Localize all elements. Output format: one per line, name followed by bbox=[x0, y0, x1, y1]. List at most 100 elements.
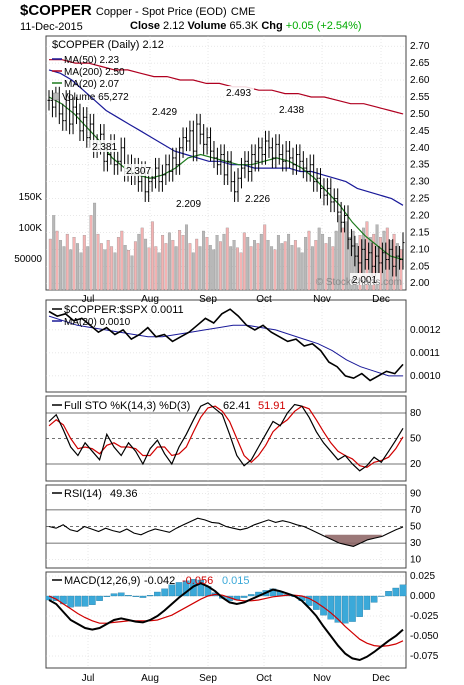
stochastic-legend-label: Full STO %K(14,3) %D(3) bbox=[64, 400, 190, 412]
month-label: Nov bbox=[313, 294, 331, 305]
volume-bar bbox=[191, 252, 195, 291]
volume-bar bbox=[334, 230, 338, 291]
volume-bar bbox=[161, 235, 165, 291]
rsi-legend-label: RSI(14) bbox=[64, 488, 102, 500]
volume-bar bbox=[96, 233, 100, 291]
stochastic-d-line bbox=[48, 405, 404, 469]
macd-histogram-bar bbox=[175, 582, 183, 597]
price-tick-label: 2.45 bbox=[410, 126, 430, 137]
annotation-bg bbox=[174, 197, 204, 209]
annotation-bg bbox=[150, 105, 180, 117]
volume-bar bbox=[181, 235, 185, 291]
rsi-tick-label: 10 bbox=[410, 555, 422, 566]
month-label: Oct bbox=[256, 294, 272, 305]
volume-bar bbox=[167, 232, 171, 291]
volume-bar bbox=[307, 230, 311, 291]
volume-bar bbox=[157, 252, 161, 291]
close-label: Close bbox=[130, 20, 160, 32]
volume-bar bbox=[59, 240, 62, 291]
volume-bar bbox=[120, 230, 124, 291]
macd-histogram-bar bbox=[363, 595, 371, 610]
month-label-bottom: Dec bbox=[372, 673, 390, 684]
volume-bar bbox=[344, 221, 348, 291]
annotation-bg bbox=[90, 140, 120, 152]
volume-bar bbox=[256, 243, 260, 291]
price-annotation: 2.493 bbox=[226, 88, 251, 99]
ma20-legend-label: MA(20) 2.07 bbox=[64, 79, 119, 90]
ratio-tick-label: 0.0011 bbox=[410, 348, 440, 359]
month-label: Jul bbox=[82, 294, 95, 305]
change-label: Chg bbox=[261, 20, 283, 32]
volume-bar bbox=[263, 224, 267, 291]
volume-bar bbox=[314, 240, 318, 291]
macd-histogram-bar bbox=[67, 595, 74, 608]
volume-bar bbox=[297, 247, 301, 291]
month-label-bottom: Jul bbox=[82, 673, 95, 684]
macd-histogram-bar bbox=[117, 592, 125, 597]
macd-hist-value: 0.015 bbox=[222, 575, 250, 587]
symbol: $COPPER bbox=[20, 2, 92, 19]
volume-bar bbox=[229, 246, 233, 291]
volume-bar bbox=[171, 240, 175, 291]
volume-bar bbox=[185, 224, 188, 291]
chart-header: $COPPER Copper - Spot Price (EOD) CME 11… bbox=[20, 2, 460, 36]
volume-bar bbox=[178, 230, 182, 291]
volume-bar bbox=[239, 252, 243, 291]
ratio-ma-line bbox=[48, 315, 403, 377]
symbol-title: $COPPER Copper - Spot Price (EOD) CME bbox=[20, 2, 255, 19]
legend-symbol: $COPPER (Daily) 2.12 bbox=[52, 39, 164, 51]
volume-bar bbox=[113, 252, 117, 291]
volume-bar bbox=[287, 233, 291, 291]
macd-histogram-bar bbox=[349, 595, 356, 622]
ratio-tick-label: 0.0012 bbox=[410, 325, 441, 336]
price-tick-label: 2.55 bbox=[410, 92, 430, 103]
volume-bar bbox=[150, 221, 154, 291]
price-tick-label: 2.30 bbox=[410, 177, 430, 188]
volume-tick-label: 50000 bbox=[14, 254, 42, 265]
macd-histogram-bar bbox=[247, 594, 255, 597]
price-tick-label: 2.35 bbox=[410, 160, 430, 171]
volume-bar bbox=[331, 246, 335, 291]
volume-bar bbox=[300, 252, 304, 291]
macd-histogram-bar bbox=[110, 593, 118, 597]
price-tick-label: 2.20 bbox=[410, 210, 430, 221]
volume-bar bbox=[273, 249, 277, 291]
volume-bar bbox=[208, 245, 212, 291]
price-tick-label: 2.70 bbox=[410, 41, 430, 52]
ratio-legend-label: $COPPER:$SPX 0.0011 bbox=[64, 304, 184, 316]
macd-histogram-bar bbox=[399, 584, 407, 597]
volume-bar bbox=[327, 237, 331, 291]
macd-histogram-bar bbox=[341, 595, 349, 624]
stochastic-tick-label: 50 bbox=[410, 434, 422, 445]
volume-bar bbox=[140, 227, 144, 291]
volume-bar bbox=[65, 233, 69, 291]
symbol-description: Copper - Spot Price (EOD) bbox=[95, 6, 227, 18]
volume-bar bbox=[144, 238, 148, 291]
volume-bar bbox=[222, 233, 226, 291]
price-tick-label: 2.50 bbox=[410, 109, 430, 120]
month-label: Sep bbox=[199, 294, 217, 305]
volume-bar bbox=[82, 235, 86, 291]
price-annotation: 2.001 bbox=[352, 275, 377, 286]
volume-bar bbox=[338, 215, 342, 291]
volume-bar bbox=[110, 246, 114, 291]
volume-bar bbox=[93, 202, 97, 291]
price-tick-label: 2.65 bbox=[410, 58, 430, 69]
volume-bar bbox=[89, 215, 93, 291]
macd-histogram-bar bbox=[378, 595, 385, 597]
annotation-bg bbox=[124, 164, 154, 176]
volume-bar bbox=[123, 245, 127, 291]
volume-bar bbox=[72, 237, 76, 291]
macd-histogram-bar bbox=[168, 584, 176, 597]
volume-bar bbox=[266, 240, 270, 291]
annotation-bg bbox=[277, 103, 307, 115]
macd-tick-label: 0.025 bbox=[410, 571, 435, 582]
ratio-tick-label: 0.0010 bbox=[410, 371, 441, 382]
watermark: © StockCharts.com bbox=[316, 277, 402, 288]
ratio-ma-legend-label: MA(20) 0.0010 bbox=[64, 317, 131, 328]
macd-histogram-bar bbox=[132, 595, 140, 597]
volume-bar bbox=[195, 238, 199, 291]
macd-histogram-bar bbox=[161, 588, 168, 597]
volume-bar bbox=[290, 245, 294, 291]
